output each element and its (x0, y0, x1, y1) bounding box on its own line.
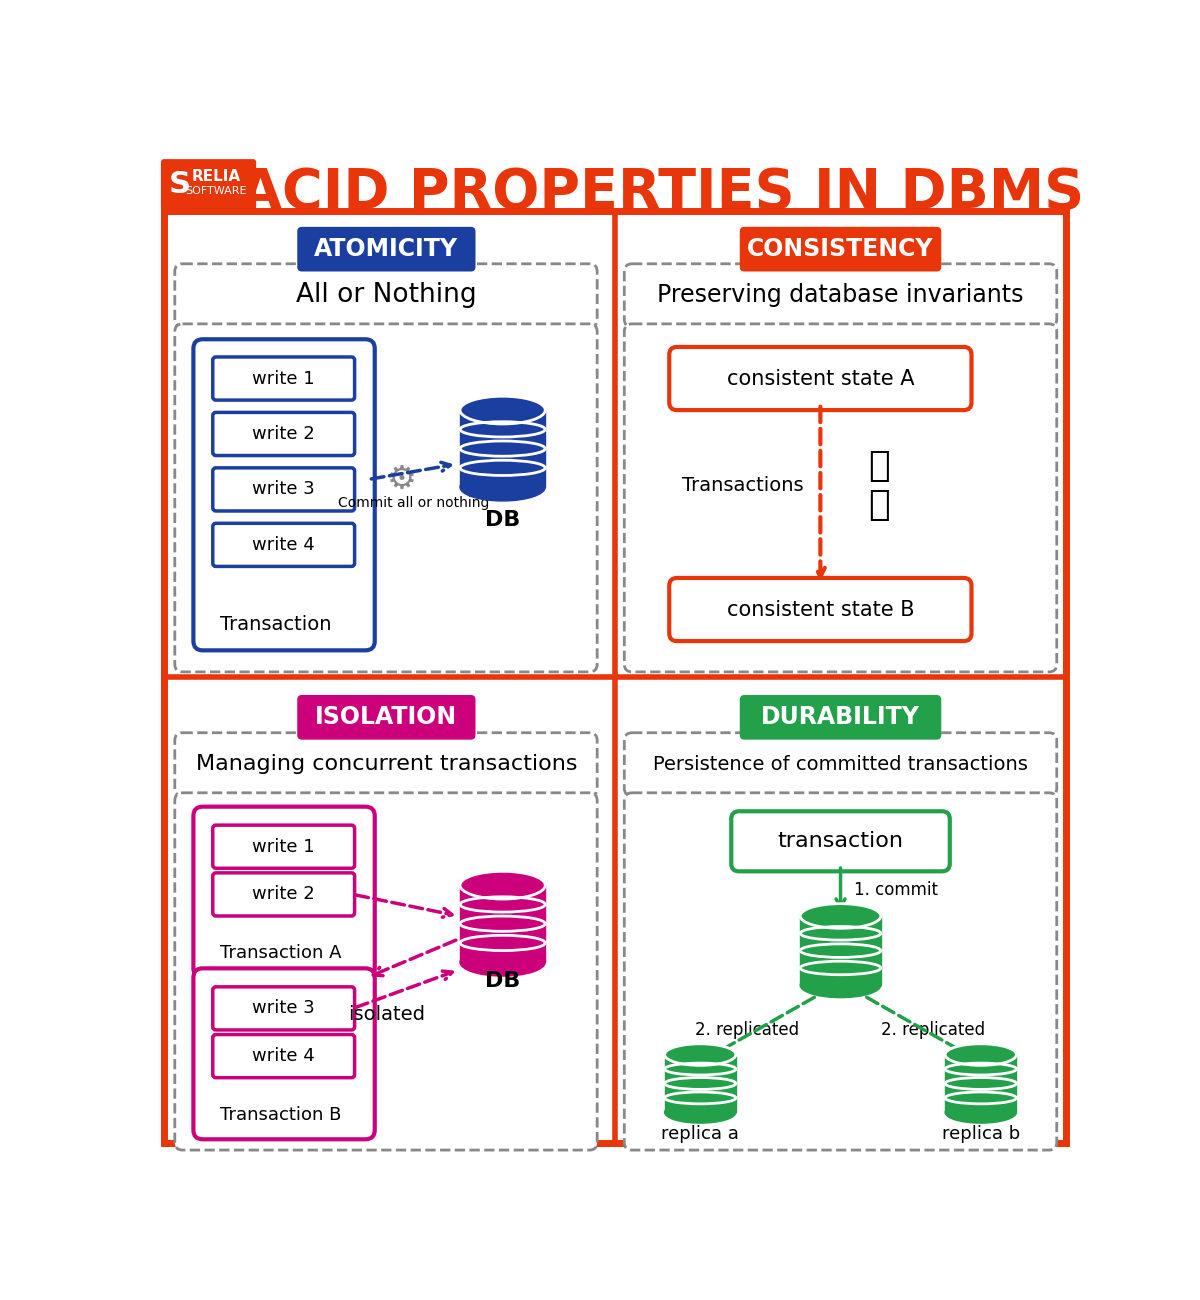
Text: 2. replicated: 2. replicated (881, 1020, 985, 1039)
FancyBboxPatch shape (624, 324, 1057, 672)
FancyBboxPatch shape (212, 524, 355, 567)
Text: replica b: replica b (942, 1126, 1020, 1144)
FancyBboxPatch shape (298, 226, 475, 272)
Text: S: S (168, 170, 191, 199)
FancyBboxPatch shape (212, 826, 355, 868)
FancyBboxPatch shape (162, 160, 256, 209)
FancyBboxPatch shape (670, 578, 972, 641)
Text: RELIA: RELIA (191, 169, 240, 183)
Text: Commit all or nothing: Commit all or nothing (338, 497, 490, 511)
FancyBboxPatch shape (731, 811, 950, 871)
Text: DURABILITY: DURABILITY (761, 706, 920, 729)
Ellipse shape (460, 396, 545, 424)
Text: consistent state A: consistent state A (727, 368, 914, 389)
Text: Transaction A: Transaction A (220, 944, 341, 962)
Text: write 2: write 2 (252, 425, 316, 443)
Text: write 3: write 3 (252, 1000, 316, 1018)
FancyBboxPatch shape (212, 412, 355, 455)
Ellipse shape (946, 1044, 1016, 1066)
Polygon shape (800, 916, 881, 985)
FancyBboxPatch shape (670, 347, 972, 410)
Ellipse shape (665, 1101, 736, 1123)
Text: Preserving database invariants: Preserving database invariants (658, 283, 1024, 307)
FancyBboxPatch shape (212, 987, 355, 1030)
Text: transaction: transaction (778, 831, 904, 852)
FancyBboxPatch shape (212, 1035, 355, 1078)
Text: Transaction: Transaction (220, 615, 331, 633)
FancyBboxPatch shape (212, 468, 355, 511)
Text: 1. commit: 1. commit (854, 881, 938, 898)
Text: ⚙: ⚙ (386, 463, 416, 495)
Text: write 2: write 2 (252, 885, 316, 903)
Text: DB: DB (485, 510, 521, 530)
Ellipse shape (460, 473, 545, 500)
Text: Transaction B: Transaction B (220, 1105, 341, 1123)
Text: CONSISTENCY: CONSISTENCY (748, 237, 934, 261)
FancyBboxPatch shape (175, 324, 598, 672)
Text: Transactions: Transactions (682, 476, 803, 495)
Text: isolated: isolated (348, 1005, 425, 1024)
FancyBboxPatch shape (739, 696, 941, 740)
Text: write 1: write 1 (252, 369, 314, 387)
Text: ACID PROPERTIES IN DBMS: ACID PROPERTIES IN DBMS (239, 166, 1084, 220)
FancyBboxPatch shape (624, 733, 1057, 796)
FancyBboxPatch shape (212, 358, 355, 400)
Polygon shape (460, 885, 545, 962)
Text: 💰
🤝: 💰 🤝 (868, 448, 889, 523)
FancyBboxPatch shape (624, 264, 1057, 326)
FancyBboxPatch shape (193, 339, 374, 650)
Ellipse shape (460, 871, 545, 900)
FancyBboxPatch shape (175, 793, 598, 1150)
Text: SOFTWARE: SOFTWARE (185, 186, 247, 196)
Polygon shape (460, 410, 545, 488)
Text: consistent state B: consistent state B (727, 599, 914, 620)
Text: ISOLATION: ISOLATION (316, 706, 457, 729)
FancyBboxPatch shape (624, 793, 1057, 1150)
Ellipse shape (800, 972, 881, 997)
Text: Managing concurrent transactions: Managing concurrent transactions (196, 754, 577, 775)
Polygon shape (946, 1054, 1016, 1113)
Ellipse shape (665, 1044, 736, 1066)
Text: DB: DB (485, 971, 521, 992)
Text: ATOMICITY: ATOMICITY (314, 237, 458, 261)
FancyBboxPatch shape (175, 733, 598, 796)
Text: 2. replicated: 2. replicated (695, 1020, 799, 1039)
Ellipse shape (800, 903, 881, 928)
Ellipse shape (460, 948, 545, 976)
Text: Persistence of committed transactions: Persistence of committed transactions (653, 755, 1028, 774)
FancyBboxPatch shape (739, 226, 941, 272)
Text: All or Nothing: All or Nothing (296, 282, 476, 308)
Text: write 1: write 1 (252, 837, 314, 855)
FancyBboxPatch shape (193, 806, 374, 978)
Text: write 4: write 4 (252, 1046, 316, 1065)
FancyBboxPatch shape (193, 968, 374, 1139)
Text: write 3: write 3 (252, 481, 316, 498)
FancyBboxPatch shape (212, 872, 355, 916)
Text: write 4: write 4 (252, 536, 316, 554)
Polygon shape (665, 1054, 736, 1113)
FancyBboxPatch shape (175, 264, 598, 326)
Ellipse shape (946, 1101, 1016, 1123)
Text: replica a: replica a (661, 1126, 739, 1144)
FancyBboxPatch shape (298, 696, 475, 740)
